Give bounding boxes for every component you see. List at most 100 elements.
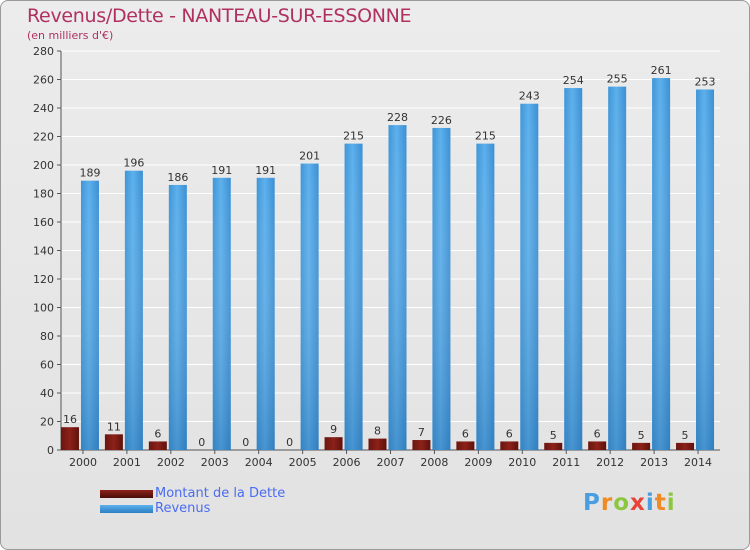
- y-tick-label: 180: [33, 188, 54, 201]
- x-tick-label: 2005: [289, 456, 317, 469]
- data-label-dette: 6: [506, 427, 513, 440]
- legend-swatch-dette: [100, 489, 153, 498]
- x-tick-label: 2002: [157, 456, 185, 469]
- data-label-dette: 6: [154, 427, 161, 440]
- x-tick-label: 2003: [201, 456, 229, 469]
- bar-dette: [500, 441, 519, 450]
- legend: Montant de la Dette Revenus: [100, 486, 285, 516]
- data-label-revenus: 191: [255, 164, 276, 177]
- y-tick-label: 40: [40, 387, 54, 400]
- y-tick-label: 160: [33, 216, 54, 229]
- y-tick-label: 140: [33, 245, 54, 258]
- axis-layer: 0204060801001201401601802002202402602802…: [33, 45, 720, 469]
- x-tick-label: 2012: [596, 456, 624, 469]
- bar-revenus-shade: [432, 127, 451, 450]
- x-tick-label: 2007: [377, 456, 405, 469]
- bar-dette: [104, 434, 123, 450]
- proxiti-logo: Proxiti: [583, 490, 676, 516]
- bar-dette: [368, 438, 387, 450]
- y-tick-label: 0: [47, 444, 54, 457]
- data-label-dette: 8: [374, 425, 381, 438]
- bar-revenus-shade: [80, 180, 99, 451]
- data-label-revenus: 189: [79, 167, 100, 180]
- bar-dette: [456, 441, 475, 450]
- data-label-revenus: 226: [431, 114, 452, 127]
- data-label-revenus: 186: [167, 171, 188, 184]
- bar-revenus-shade: [212, 177, 231, 450]
- bar-revenus-shade: [652, 78, 671, 450]
- data-label-revenus: 201: [299, 150, 320, 163]
- bar-revenus-shade: [696, 89, 715, 450]
- legend-item-dette: Montant de la Dette: [100, 486, 285, 501]
- x-tick-label: 2008: [420, 456, 448, 469]
- logo-letter: P: [583, 490, 601, 516]
- data-label-revenus: 215: [475, 130, 496, 143]
- chart-subtitle: (en milliers d'€): [27, 29, 114, 42]
- y-tick-label: 260: [33, 74, 54, 87]
- x-tick-label: 2000: [69, 456, 97, 469]
- data-label-dette: 0: [242, 436, 249, 449]
- x-tick-label: 2011: [552, 456, 580, 469]
- data-label-revenus: 253: [695, 75, 716, 88]
- logo-letter: t: [654, 490, 667, 516]
- bar-dette: [632, 442, 651, 450]
- y-tick-label: 120: [33, 273, 54, 286]
- bar-dette: [588, 441, 607, 450]
- bar-dette: [676, 442, 695, 450]
- data-label-revenus: 215: [343, 130, 364, 143]
- x-tick-label: 2013: [640, 456, 668, 469]
- x-tick-label: 2004: [245, 456, 273, 469]
- bar-revenus-shade: [124, 170, 143, 450]
- data-label-dette: 5: [550, 429, 557, 442]
- bar-revenus-shade: [564, 88, 583, 451]
- x-tick-label: 2009: [464, 456, 492, 469]
- logo-letter: i: [666, 490, 676, 516]
- bar-layer: [60, 78, 715, 451]
- logo-letter: x: [630, 490, 646, 516]
- data-label-dette: 6: [594, 427, 601, 440]
- data-label-dette: 6: [462, 427, 469, 440]
- data-label-dette: 5: [682, 429, 689, 442]
- legend-label-dette: Montant de la Dette: [155, 486, 286, 501]
- chart-title: Revenus/Dette - NANTEAU-SUR-ESSONNE: [27, 5, 412, 27]
- legend-item-revenus: Revenus: [100, 501, 285, 516]
- data-label-revenus: 255: [607, 73, 628, 86]
- bar-revenus-shade: [520, 103, 539, 450]
- bar-dette: [544, 442, 563, 450]
- y-tick-label: 280: [33, 45, 54, 58]
- label-layer: 16 189 11 196 6 186 0 191 0 191 0 201 9 215 8 228 7 226 6 2…: [63, 64, 716, 449]
- data-label-dette: 9: [330, 423, 337, 436]
- x-tick-label: 2006: [333, 456, 361, 469]
- y-tick-label: 220: [33, 131, 54, 144]
- bar-dette: [324, 437, 343, 450]
- data-label-dette: 7: [418, 426, 425, 439]
- data-label-dette: 5: [638, 429, 645, 442]
- legend-swatch-revenus: [100, 504, 153, 513]
- bar-revenus-shade: [388, 125, 407, 450]
- data-label-revenus: 196: [123, 157, 144, 170]
- x-tick-label: 2014: [684, 456, 712, 469]
- bar-dette: [148, 441, 167, 450]
- data-label-revenus: 191: [211, 164, 232, 177]
- data-label-revenus: 243: [519, 90, 540, 103]
- y-tick-label: 200: [33, 159, 54, 172]
- bar-revenus-shade: [256, 177, 275, 450]
- y-tick-label: 100: [33, 302, 54, 315]
- x-tick-label: 2001: [113, 456, 141, 469]
- x-tick-label: 2010: [508, 456, 536, 469]
- data-label-dette: 11: [107, 420, 121, 433]
- logo-letter: r: [600, 490, 614, 516]
- legend-label-revenus: Revenus: [155, 501, 211, 516]
- data-label-revenus: 254: [563, 74, 584, 87]
- data-label-dette: 0: [286, 436, 293, 449]
- data-label-dette: 0: [198, 436, 205, 449]
- bar-revenus-shade: [300, 163, 319, 450]
- bar-dette: [60, 427, 79, 450]
- bar-revenus-shade: [476, 143, 495, 450]
- y-tick-label: 20: [40, 416, 54, 429]
- logo-letter: i: [645, 490, 655, 516]
- data-label-revenus: 228: [387, 111, 408, 124]
- data-label-revenus: 261: [651, 64, 672, 77]
- data-label-dette: 16: [63, 413, 77, 426]
